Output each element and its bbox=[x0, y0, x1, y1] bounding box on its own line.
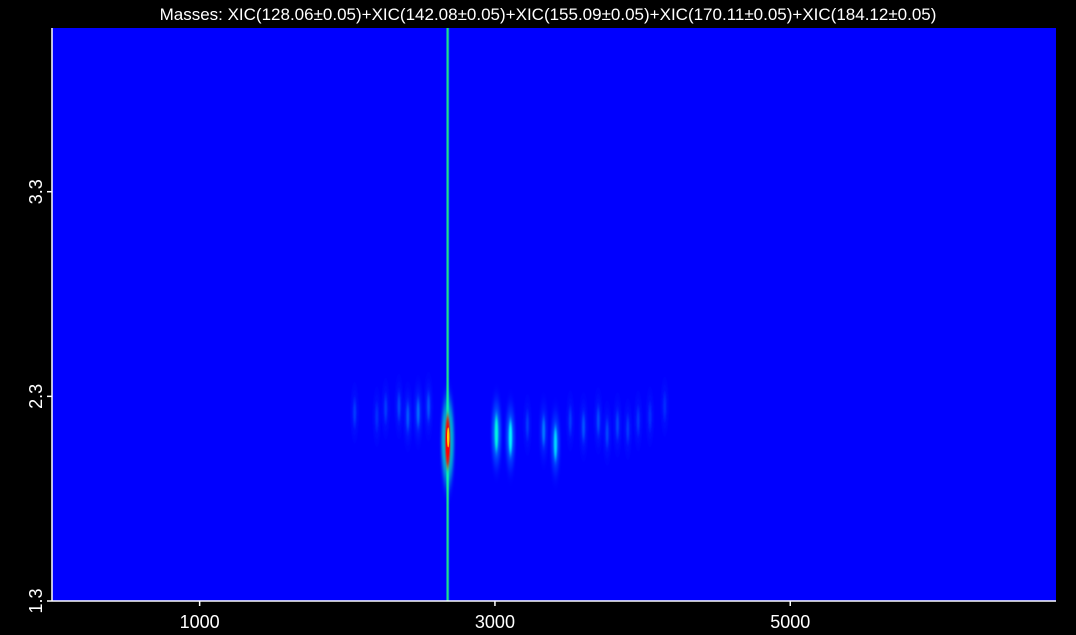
x-tick-label: 1000 bbox=[180, 612, 220, 632]
peak-mark bbox=[626, 416, 630, 442]
x-axis-ticks: 1000 3000 5000 bbox=[180, 601, 810, 632]
x-tick-label: 5000 bbox=[770, 612, 810, 632]
peak-mark bbox=[636, 408, 640, 434]
peak-mark bbox=[542, 417, 546, 446]
peak-mark bbox=[353, 400, 356, 426]
peak-mark bbox=[375, 404, 379, 429]
peak-mark bbox=[526, 412, 529, 438]
x-tick-label: 3000 bbox=[475, 612, 515, 632]
peak-mark bbox=[416, 399, 420, 427]
peak-mark bbox=[384, 396, 388, 421]
peak-mark bbox=[605, 420, 609, 446]
y-tick-label: 3.3 bbox=[26, 179, 46, 204]
peak-mark bbox=[616, 412, 619, 438]
chart-title: Masses: XIC(128.06±0.05)+XIC(142.08±0.05… bbox=[160, 5, 937, 24]
y-axis-ticks: 1.3 2.3 3.3 bbox=[26, 179, 52, 614]
peak-mark bbox=[427, 393, 430, 420]
plot-area bbox=[52, 28, 1056, 601]
peak-mark bbox=[663, 394, 667, 419]
y-tick-label: 1.3 bbox=[26, 588, 46, 613]
peak-mark bbox=[553, 427, 558, 460]
peak-mark bbox=[568, 408, 572, 434]
column-streak-core bbox=[447, 28, 449, 601]
peak-mark bbox=[596, 408, 600, 434]
peak-mark bbox=[508, 420, 513, 455]
peak-mark bbox=[648, 404, 652, 429]
peak-mark bbox=[397, 393, 401, 420]
heatmap-marks bbox=[351, 28, 669, 601]
peak-max-inner bbox=[446, 427, 450, 448]
peak-mark bbox=[582, 414, 585, 441]
y-tick-label: 2.3 bbox=[26, 384, 46, 409]
peak-mark bbox=[406, 403, 410, 430]
peak-mark bbox=[494, 415, 499, 452]
